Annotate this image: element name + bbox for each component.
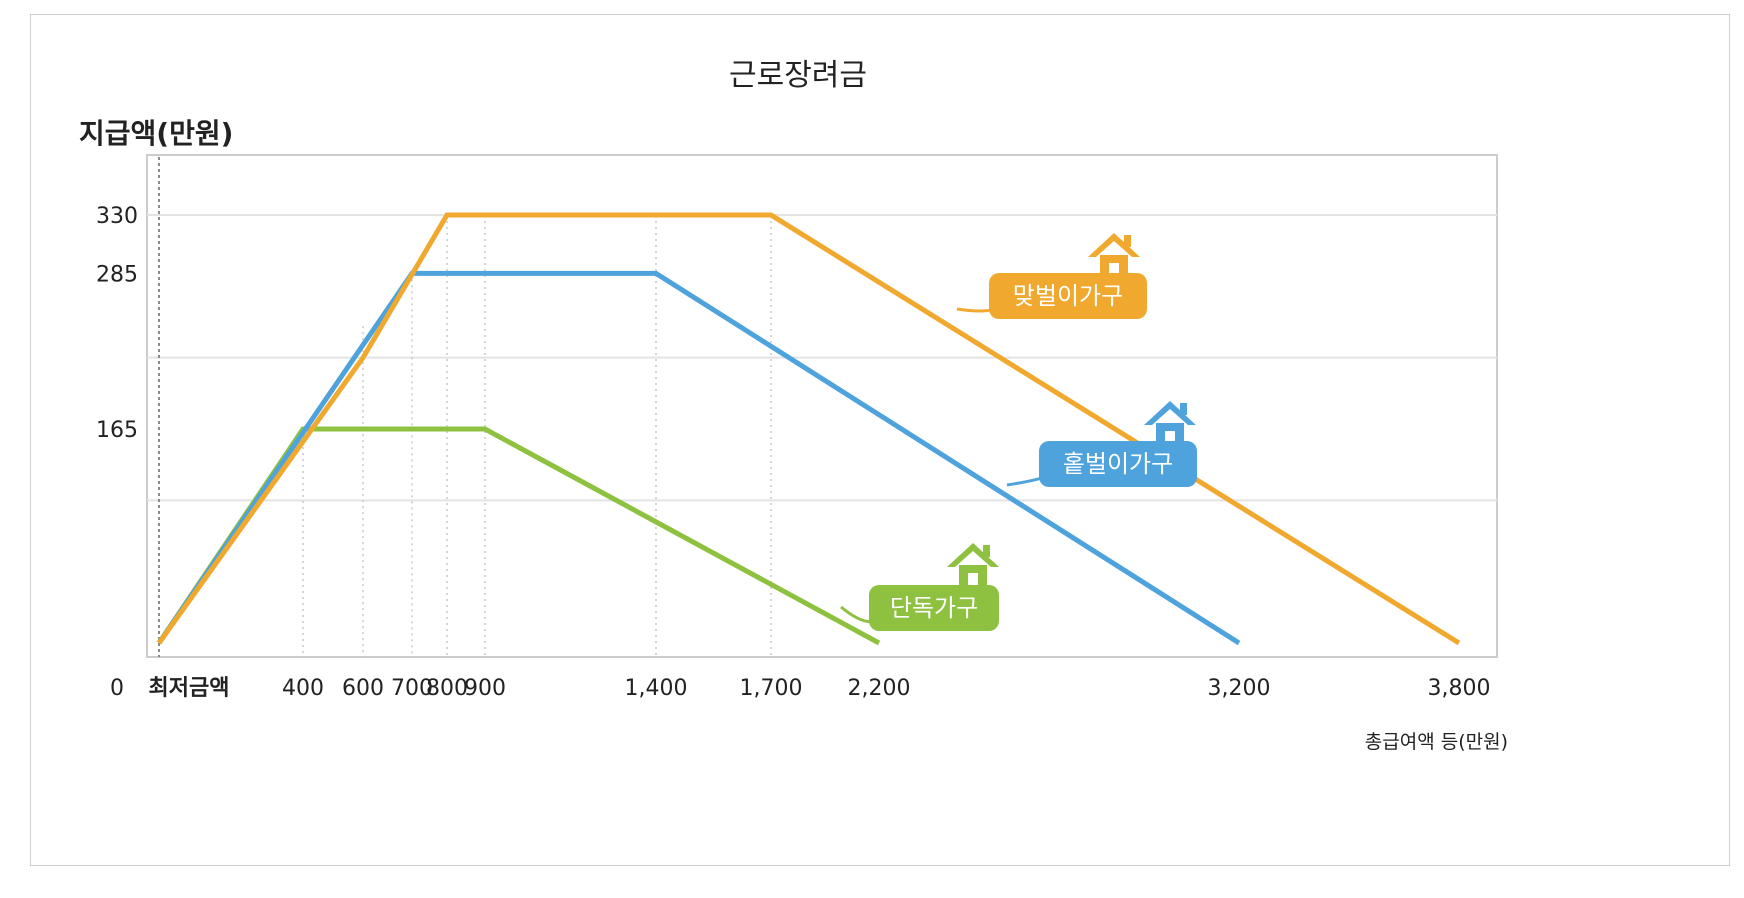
- x-tick-label: 800: [426, 676, 468, 701]
- house-door-icon: [1109, 263, 1119, 275]
- y-tick-label: 330: [96, 204, 138, 229]
- house-chimney-icon: [1124, 235, 1131, 247]
- x-tick-label: 1,400: [625, 676, 688, 701]
- x-axis-label: 총급여액 등(만원): [1365, 731, 1508, 753]
- house-icon: [947, 543, 999, 567]
- x-tick-label: 700: [391, 676, 433, 701]
- x-tick-label: 2,200: [848, 676, 911, 701]
- x-min-label: 최저금액: [149, 676, 230, 701]
- x-tick-label: 600: [342, 676, 384, 701]
- y-tick-label: 285: [96, 262, 138, 287]
- x-tick-label: 1,700: [740, 676, 803, 701]
- house-icon: [1088, 233, 1140, 257]
- chart-title: 근로장려금: [729, 58, 867, 93]
- chart: 근로장려금 지급액(만원) 총급여액 등(만원) 0 최저금액 330 285 16…: [79, 58, 1508, 753]
- house-door-icon: [968, 573, 978, 585]
- series-label-box: [1039, 441, 1197, 487]
- x-origin-label: 0: [110, 676, 124, 701]
- house-chimney-icon: [983, 545, 990, 557]
- x-tick-label: 400: [282, 676, 324, 701]
- series-label: 단독가구: [890, 594, 978, 622]
- x-tick-label: 3,200: [1208, 676, 1271, 701]
- house-door-icon: [1165, 431, 1175, 443]
- house-chimney-icon: [1180, 403, 1187, 415]
- series-line: [156, 212, 1461, 646]
- house-icon: [1144, 401, 1196, 425]
- x-tick-label: 900: [464, 676, 506, 701]
- plot-border: [146, 154, 1498, 658]
- series-label: 홑벌이가구: [1063, 450, 1173, 478]
- series-label: 맞벌이가구: [1013, 282, 1123, 310]
- y-tick-label: 165: [96, 418, 138, 443]
- chart-frame: 근로장려금 지급액(만원) 총급여액 등(만원) 0 최저금액 330 285 16…: [30, 14, 1730, 866]
- x-tick-label: 3,800: [1428, 676, 1491, 701]
- series-line: [156, 270, 1241, 646]
- series-label-box: [989, 273, 1147, 319]
- series-label-box: [869, 585, 999, 631]
- y-axis-label: 지급액(만원): [79, 117, 233, 150]
